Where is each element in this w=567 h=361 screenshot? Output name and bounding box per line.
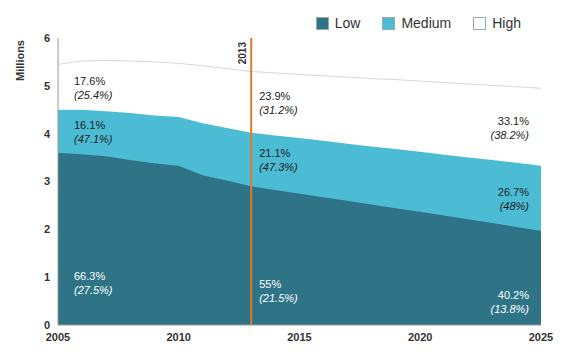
svg-text:66.3%: 66.3%	[74, 270, 105, 282]
svg-text:(31.2%): (31.2%)	[259, 104, 298, 116]
svg-text:33.1%: 33.1%	[498, 115, 529, 127]
svg-text:17.6%: 17.6%	[74, 75, 105, 87]
svg-text:Millions: Millions	[14, 40, 26, 81]
html-text:High: High	[492, 15, 521, 31]
svg-text:(38.2%): (38.2%)	[490, 129, 529, 141]
svg-text:40.2%: 40.2%	[498, 289, 529, 301]
svg-text:23.9%: 23.9%	[259, 90, 290, 102]
svg-text:16.1%: 16.1%	[74, 119, 105, 131]
svg-text:4: 4	[44, 128, 51, 140]
svg-text:1: 1	[44, 271, 50, 283]
svg-text:3: 3	[44, 175, 50, 187]
svg-text:26.7%: 26.7%	[498, 186, 529, 198]
svg-text:0: 0	[44, 319, 50, 331]
svg-text:21.1%: 21.1%	[259, 147, 290, 159]
svg-text:(27.5%): (27.5%)	[74, 284, 113, 296]
svg-text:(47.1%): (47.1%)	[74, 133, 113, 145]
svg-text:(25.4%): (25.4%)	[74, 89, 113, 101]
svg-text:6: 6	[44, 32, 50, 44]
html-text:Low: Low	[334, 15, 361, 31]
svg-text:(48%): (48%)	[500, 200, 530, 212]
svg-text:55%: 55%	[259, 278, 281, 290]
svg-text:5: 5	[44, 80, 50, 92]
svg-text:2020: 2020	[408, 331, 432, 343]
svg-text:2015: 2015	[287, 331, 311, 343]
svg-text:2: 2	[44, 223, 50, 235]
svg-text:2010: 2010	[167, 331, 191, 343]
html-text:Medium: Medium	[401, 15, 452, 31]
svg-text:2005: 2005	[46, 331, 70, 343]
svg-text:(21.5%): (21.5%)	[259, 292, 298, 304]
svg-text:2025: 2025	[529, 331, 553, 343]
svg-text:(13.8%): (13.8%)	[490, 303, 529, 315]
svg-text:2013: 2013	[237, 42, 248, 65]
svg-text:(47.3%): (47.3%)	[259, 161, 298, 173]
